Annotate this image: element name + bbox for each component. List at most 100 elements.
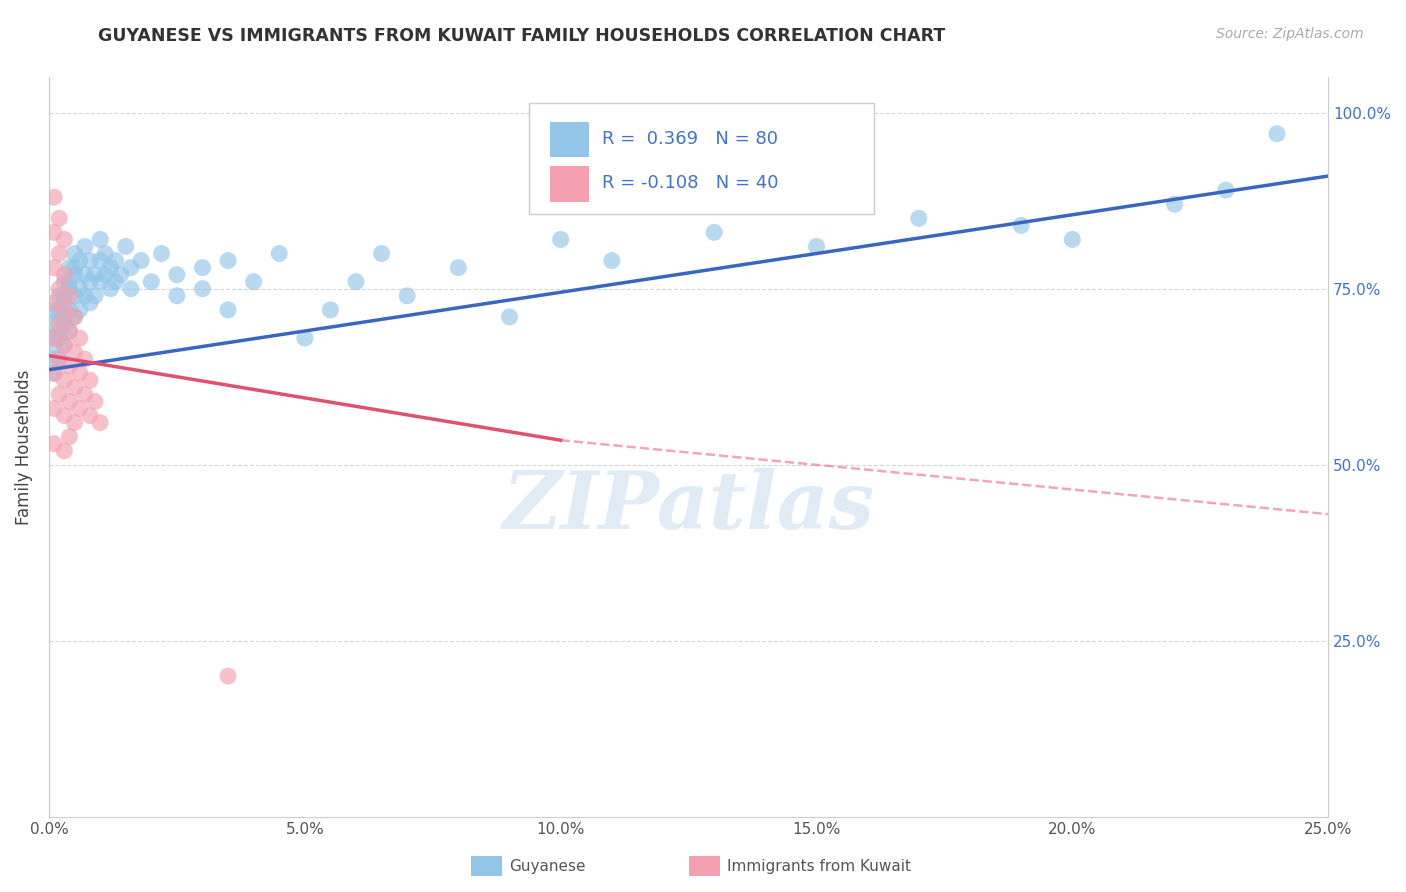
Point xyxy=(294,331,316,345)
Point xyxy=(104,275,127,289)
Point xyxy=(166,289,188,303)
Point xyxy=(84,289,107,303)
Point xyxy=(217,302,239,317)
Point xyxy=(42,366,65,380)
Point xyxy=(114,239,136,253)
Point xyxy=(53,268,76,282)
Text: GUYANESE VS IMMIGRANTS FROM KUWAIT FAMILY HOUSEHOLDS CORRELATION CHART: GUYANESE VS IMMIGRANTS FROM KUWAIT FAMIL… xyxy=(98,27,946,45)
Point xyxy=(48,246,70,260)
Point xyxy=(69,302,91,317)
Point xyxy=(1062,232,1084,246)
Point xyxy=(58,275,80,289)
Point xyxy=(73,352,96,367)
Point xyxy=(53,338,76,352)
Point xyxy=(344,275,367,289)
Text: R = -0.108   N = 40: R = -0.108 N = 40 xyxy=(602,174,778,192)
Point xyxy=(94,246,117,260)
Point xyxy=(53,373,76,387)
Point xyxy=(69,401,91,416)
Point xyxy=(63,289,86,303)
Point xyxy=(53,295,76,310)
Point xyxy=(63,380,86,394)
Point xyxy=(58,289,80,303)
Point xyxy=(42,190,65,204)
Point xyxy=(319,302,342,317)
Point xyxy=(79,373,101,387)
Point xyxy=(79,295,101,310)
Point xyxy=(42,226,65,240)
Point xyxy=(69,253,91,268)
Point xyxy=(69,366,91,380)
Point xyxy=(58,430,80,444)
Point xyxy=(42,338,65,352)
Point xyxy=(806,239,828,253)
Point xyxy=(79,253,101,268)
Point xyxy=(217,669,239,683)
Point xyxy=(703,226,725,240)
Point xyxy=(42,302,65,317)
Point xyxy=(53,409,76,423)
Point xyxy=(53,289,76,303)
Point xyxy=(100,260,122,275)
Point xyxy=(907,211,929,226)
Point xyxy=(73,268,96,282)
Point xyxy=(48,352,70,367)
Point xyxy=(53,443,76,458)
Point xyxy=(42,331,65,345)
Point xyxy=(42,295,65,310)
Text: R =  0.369   N = 80: R = 0.369 N = 80 xyxy=(602,130,778,148)
Point xyxy=(53,310,76,324)
Point xyxy=(1215,183,1237,197)
Point xyxy=(94,268,117,282)
Point xyxy=(48,310,70,324)
Point xyxy=(53,275,76,289)
Text: Source: ZipAtlas.com: Source: ZipAtlas.com xyxy=(1216,27,1364,41)
Text: Immigrants from Kuwait: Immigrants from Kuwait xyxy=(727,859,911,873)
Point xyxy=(1265,127,1288,141)
Point xyxy=(58,324,80,338)
Point xyxy=(63,268,86,282)
Point xyxy=(73,387,96,401)
Point xyxy=(63,416,86,430)
Point xyxy=(242,275,264,289)
Point xyxy=(447,260,470,275)
Point xyxy=(269,246,291,260)
Point xyxy=(53,302,76,317)
Point xyxy=(217,253,239,268)
Point xyxy=(48,302,70,317)
Point xyxy=(396,289,419,303)
Point xyxy=(100,282,122,296)
Point xyxy=(48,387,70,401)
FancyBboxPatch shape xyxy=(529,103,875,214)
Point xyxy=(63,310,86,324)
Point xyxy=(48,331,70,345)
Point xyxy=(129,253,152,268)
Point xyxy=(370,246,392,260)
Point xyxy=(110,268,132,282)
Point xyxy=(63,260,86,275)
Point xyxy=(42,366,65,380)
Point xyxy=(42,260,65,275)
Point xyxy=(53,338,76,352)
Point xyxy=(89,253,111,268)
Point xyxy=(42,317,65,331)
Point xyxy=(48,317,70,331)
Point xyxy=(42,436,65,450)
Point xyxy=(69,282,91,296)
Point xyxy=(79,275,101,289)
FancyBboxPatch shape xyxy=(550,166,589,202)
Point xyxy=(120,260,142,275)
Point xyxy=(58,394,80,409)
Point xyxy=(191,282,214,296)
Point xyxy=(150,246,173,260)
Text: Guyanese: Guyanese xyxy=(509,859,585,873)
Point xyxy=(84,394,107,409)
Point xyxy=(73,289,96,303)
Point xyxy=(58,302,80,317)
Point xyxy=(1010,219,1032,233)
Point xyxy=(48,324,70,338)
Point xyxy=(89,275,111,289)
Point xyxy=(191,260,214,275)
Point xyxy=(42,352,65,367)
Point xyxy=(166,268,188,282)
